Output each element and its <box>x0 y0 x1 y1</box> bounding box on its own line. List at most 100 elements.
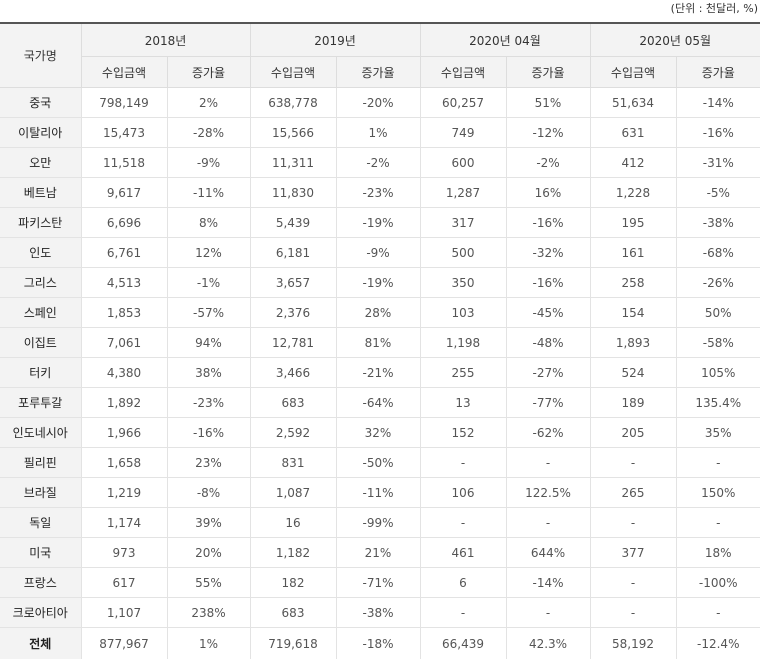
amount-cell: 154 <box>590 298 676 328</box>
amount-cell: 16 <box>250 508 336 538</box>
growth-cell: -71% <box>336 568 420 598</box>
total-cell: 66,439 <box>420 628 506 659</box>
growth-cell: -50% <box>336 448 420 478</box>
growth-cell: -16% <box>676 118 760 148</box>
growth-cell: -1% <box>167 268 250 298</box>
growth-cell: -2% <box>336 148 420 178</box>
amount-cell: 3,657 <box>250 268 336 298</box>
growth-cell: 644% <box>506 538 590 568</box>
amount-cell: 1,087 <box>250 478 336 508</box>
amount-cell: 106 <box>420 478 506 508</box>
header-period-2018: 2018년 <box>81 23 250 57</box>
country-name: 독일 <box>0 508 81 538</box>
growth-cell: -32% <box>506 238 590 268</box>
amount-cell: 195 <box>590 208 676 238</box>
amount-cell: 377 <box>590 538 676 568</box>
amount-cell: 638,778 <box>250 88 336 118</box>
growth-cell: - <box>676 598 760 628</box>
amount-cell: 798,149 <box>81 88 167 118</box>
growth-cell: -16% <box>506 268 590 298</box>
header-growth: 증가율 <box>336 57 420 88</box>
country-name: 그리스 <box>0 268 81 298</box>
amount-cell: 1,174 <box>81 508 167 538</box>
amount-cell: 617 <box>81 568 167 598</box>
growth-cell: -11% <box>167 178 250 208</box>
growth-cell: -23% <box>336 178 420 208</box>
growth-cell: -14% <box>676 88 760 118</box>
growth-cell: - <box>676 448 760 478</box>
amount-cell: 600 <box>420 148 506 178</box>
header-amount: 수입금액 <box>420 57 506 88</box>
amount-cell: 258 <box>590 268 676 298</box>
country-name: 이탈리아 <box>0 118 81 148</box>
amount-cell: 2,592 <box>250 418 336 448</box>
growth-cell: -20% <box>336 88 420 118</box>
growth-cell: -14% <box>506 568 590 598</box>
header-amount: 수입금액 <box>81 57 167 88</box>
growth-cell: -68% <box>676 238 760 268</box>
amount-cell: 1,182 <box>250 538 336 568</box>
amount-cell: 1,892 <box>81 388 167 418</box>
amount-cell: 500 <box>420 238 506 268</box>
growth-cell: -9% <box>336 238 420 268</box>
growth-cell: 38% <box>167 358 250 388</box>
country-name: 터키 <box>0 358 81 388</box>
amount-cell: 461 <box>420 538 506 568</box>
country-name: 이집트 <box>0 328 81 358</box>
header-amount: 수입금액 <box>250 57 336 88</box>
growth-cell: - <box>506 598 590 628</box>
amount-cell: 749 <box>420 118 506 148</box>
amount-cell: 1,893 <box>590 328 676 358</box>
amount-cell: 683 <box>250 598 336 628</box>
growth-cell: - <box>676 508 760 538</box>
amount-cell: 11,311 <box>250 148 336 178</box>
growth-cell: -38% <box>336 598 420 628</box>
country-name: 인도 <box>0 238 81 268</box>
country-name: 중국 <box>0 88 81 118</box>
amount-cell: 12,781 <box>250 328 336 358</box>
amount-cell: 11,518 <box>81 148 167 178</box>
growth-cell: -16% <box>506 208 590 238</box>
amount-cell: 1,658 <box>81 448 167 478</box>
amount-cell: 631 <box>590 118 676 148</box>
header-growth: 증가율 <box>506 57 590 88</box>
growth-cell: -99% <box>336 508 420 538</box>
amount-cell: 15,473 <box>81 118 167 148</box>
country-name: 프랑스 <box>0 568 81 598</box>
amount-cell: - <box>420 508 506 538</box>
growth-cell: 55% <box>167 568 250 598</box>
amount-cell: 103 <box>420 298 506 328</box>
growth-cell: -100% <box>676 568 760 598</box>
total-row: 전체 877,967 1% 719,618 -18% 66,439 42.3% … <box>0 628 760 659</box>
growth-cell: 32% <box>336 418 420 448</box>
growth-cell: -31% <box>676 148 760 178</box>
amount-cell: 1,966 <box>81 418 167 448</box>
country-name: 인도네시아 <box>0 418 81 448</box>
amount-cell: 831 <box>250 448 336 478</box>
total-cell: 42.3% <box>506 628 590 659</box>
growth-cell: 20% <box>167 538 250 568</box>
growth-cell: -21% <box>336 358 420 388</box>
amount-cell: 1,853 <box>81 298 167 328</box>
amount-cell: - <box>590 598 676 628</box>
growth-cell: -38% <box>676 208 760 238</box>
growth-cell: 16% <box>506 178 590 208</box>
growth-cell: 51% <box>506 88 590 118</box>
amount-cell: - <box>420 598 506 628</box>
header-country: 국가명 <box>0 23 81 88</box>
amount-cell: - <box>590 448 676 478</box>
growth-cell: -28% <box>167 118 250 148</box>
total-cell: 1% <box>167 628 250 659</box>
growth-cell: 28% <box>336 298 420 328</box>
growth-cell: -48% <box>506 328 590 358</box>
amount-cell: 317 <box>420 208 506 238</box>
amount-cell: 1,287 <box>420 178 506 208</box>
header-period-2020-04: 2020년 04월 <box>420 23 590 57</box>
